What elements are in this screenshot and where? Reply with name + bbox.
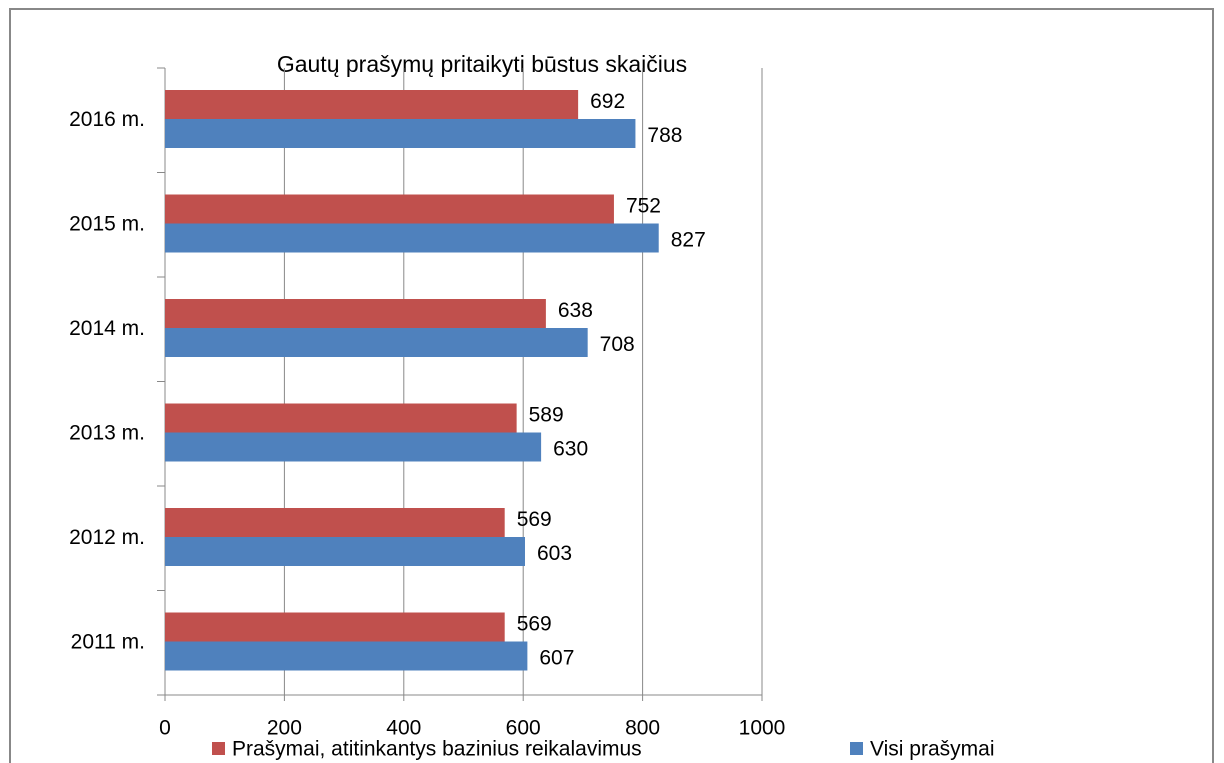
data-label: 708 xyxy=(600,333,635,356)
bar xyxy=(165,432,542,462)
y-tick-label: 2012 m. xyxy=(69,526,145,549)
data-label: 569 xyxy=(517,508,552,531)
data-label: 603 xyxy=(537,542,572,565)
bar xyxy=(165,612,505,642)
bar xyxy=(165,90,579,119)
x-tick-label: 1000 xyxy=(739,717,786,740)
y-tick-label: 2016 m. xyxy=(69,108,145,131)
legend-swatch xyxy=(850,742,863,755)
data-label: 752 xyxy=(626,195,661,218)
chart-title: Gautų prašymų pritaikyti būstus skaičius xyxy=(277,51,687,77)
x-tick-label: 800 xyxy=(625,717,660,740)
data-label: 589 xyxy=(529,404,564,427)
legend-label: Prašymai, atitinkantys bazinius reikalav… xyxy=(232,738,642,761)
y-tick-label: 2015 m. xyxy=(69,212,145,235)
x-tick-label: 0 xyxy=(159,717,171,740)
bar xyxy=(165,537,525,566)
x-tick-label: 600 xyxy=(506,717,541,740)
bar xyxy=(165,403,517,433)
data-label: 607 xyxy=(539,647,574,670)
bar xyxy=(165,194,614,224)
bar xyxy=(165,328,588,357)
x-tick-label: 200 xyxy=(267,717,302,740)
data-label: 630 xyxy=(553,438,588,461)
bar xyxy=(165,119,636,148)
bar xyxy=(165,508,505,537)
data-label: 788 xyxy=(647,124,682,147)
bar xyxy=(165,641,528,671)
y-tick-label: 2013 m. xyxy=(69,421,145,444)
x-tick-label: 400 xyxy=(386,717,421,740)
y-tick-label: 2011 m. xyxy=(71,630,145,653)
y-tick-label: 2014 m. xyxy=(69,317,145,340)
bar xyxy=(165,299,546,328)
legend-label: Visi prašymai xyxy=(870,738,994,761)
legend-swatch xyxy=(212,742,225,755)
data-label: 569 xyxy=(517,613,552,636)
data-label: 692 xyxy=(590,90,625,113)
bar xyxy=(165,223,659,253)
data-label: 827 xyxy=(671,229,706,252)
data-label: 638 xyxy=(558,299,593,322)
